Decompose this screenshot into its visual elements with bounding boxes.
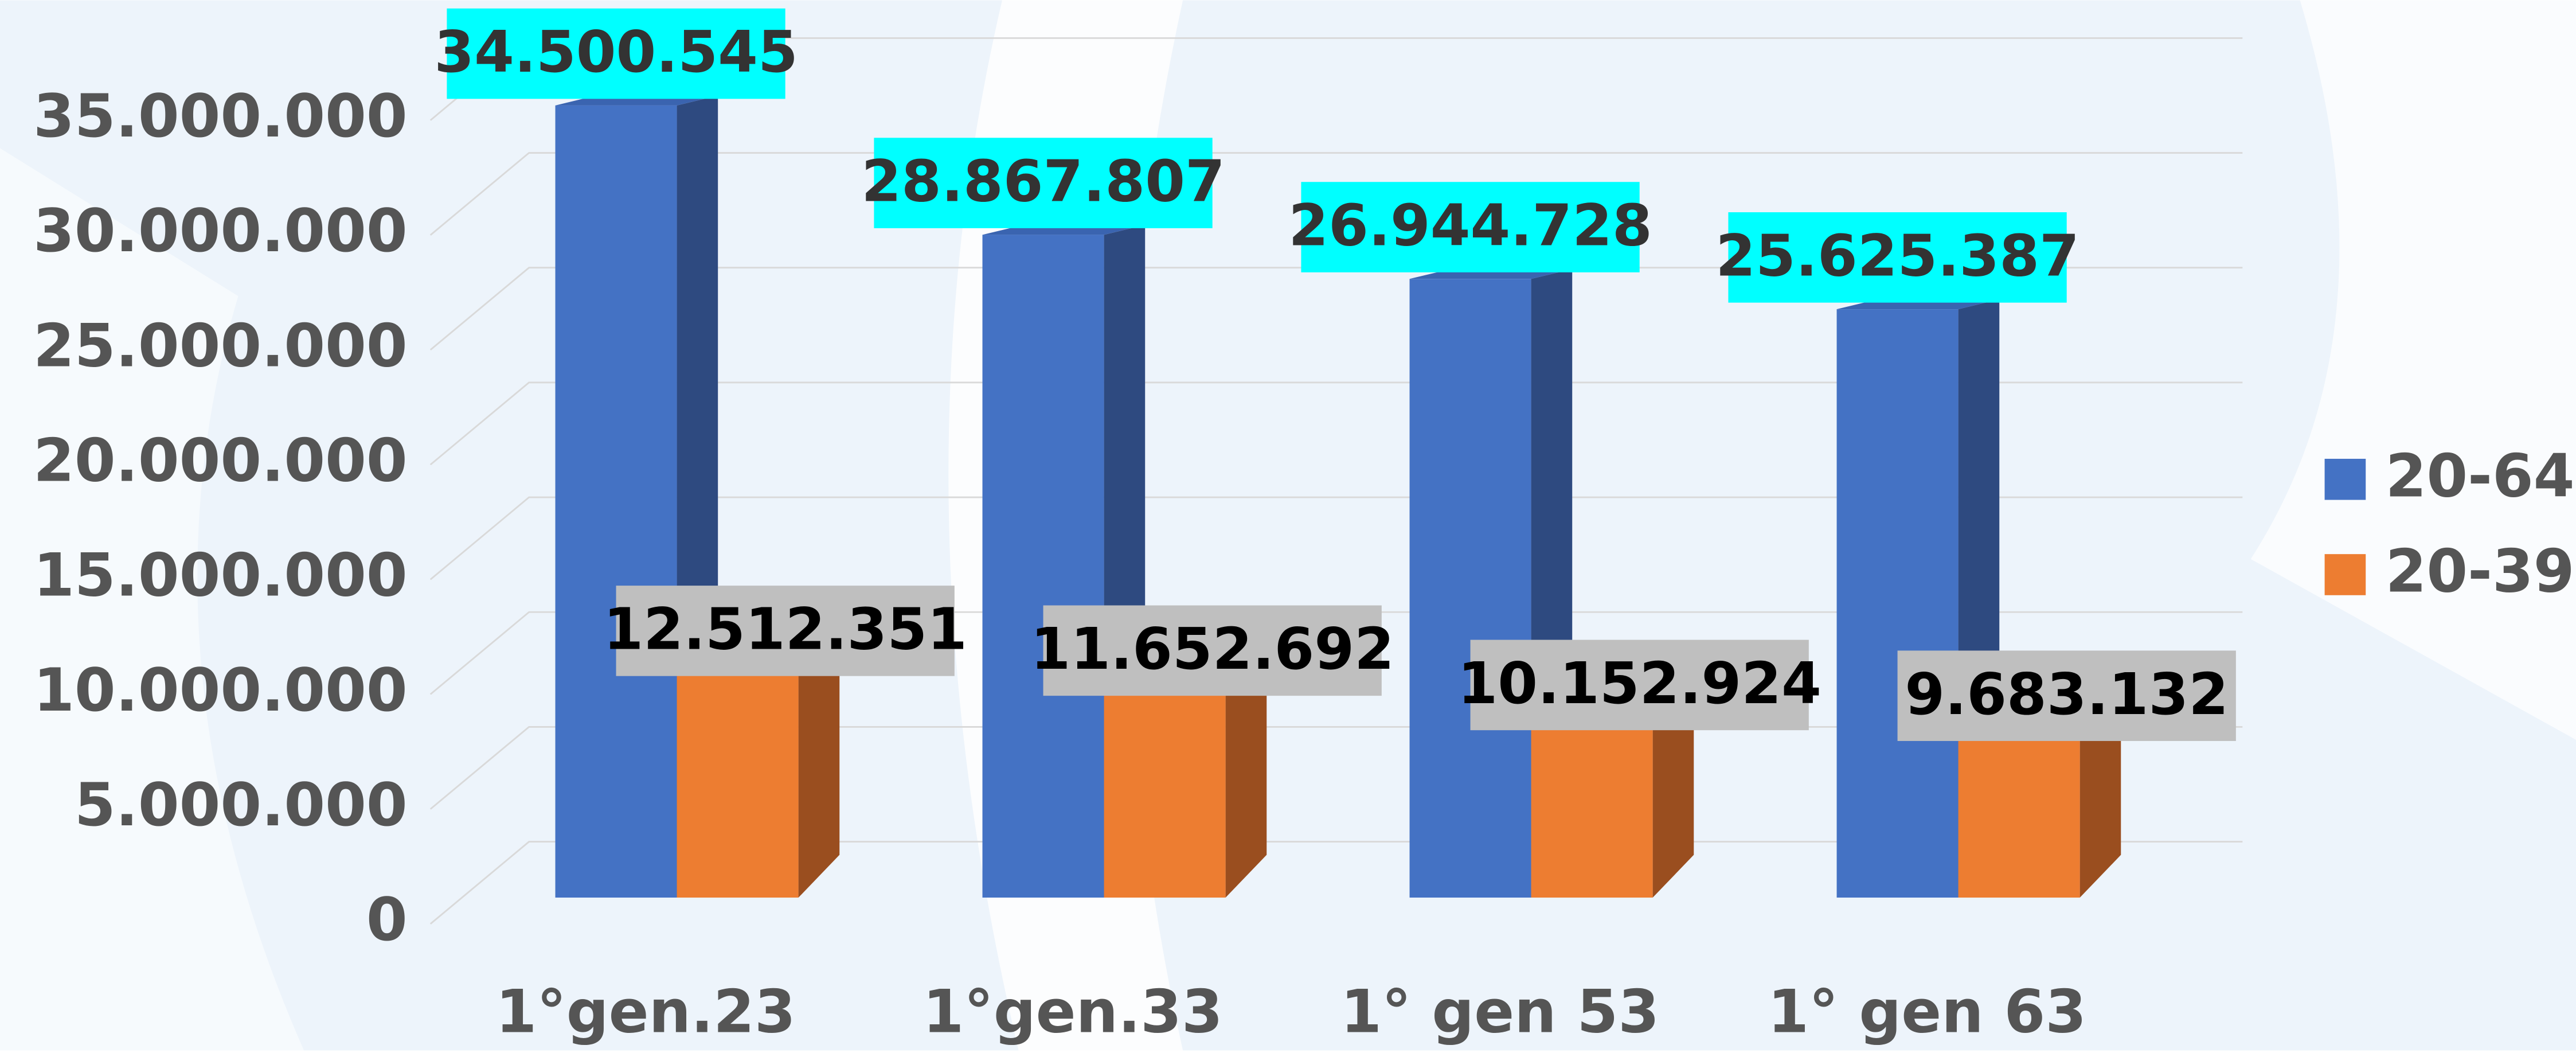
value-label: 25.625.387 bbox=[1715, 223, 2079, 290]
value-label: 10.152.924 bbox=[1457, 650, 1821, 717]
value-label-box bbox=[874, 138, 1213, 228]
legend-label: 20-39 bbox=[2386, 537, 2575, 606]
grid-line bbox=[429, 152, 2243, 236]
value-label: 34.500.545 bbox=[434, 18, 798, 85]
bar bbox=[982, 235, 1104, 898]
value-label: 28.867.807 bbox=[861, 148, 1225, 215]
y-tick-label: 15.000.000 bbox=[33, 541, 408, 610]
y-tick-label: 0 bbox=[366, 886, 408, 954]
y-tick-label: 30.000.000 bbox=[33, 197, 408, 266]
y-tick-label: 20.000.000 bbox=[33, 426, 408, 495]
x-tick-label: 1°gen.33 bbox=[922, 978, 1222, 1047]
value-label-box bbox=[447, 8, 785, 99]
value-label-box bbox=[616, 586, 955, 676]
y-tick-label: 35.000.000 bbox=[33, 82, 408, 151]
legend-label: 20-64 bbox=[2386, 442, 2575, 511]
value-label: 11.652.692 bbox=[1030, 615, 1394, 682]
decor-arc bbox=[0, 148, 304, 1051]
grid-line bbox=[429, 496, 2243, 580]
value-label: 26.944.728 bbox=[1288, 192, 1652, 259]
value-label-box bbox=[1470, 639, 1809, 731]
y-tick-label: 10.000.000 bbox=[33, 656, 408, 725]
value-label-box bbox=[1728, 212, 2067, 303]
x-tick-label: 1° gen 53 bbox=[1340, 978, 1659, 1047]
value-label: 12.512.351 bbox=[603, 596, 967, 663]
legend-swatch bbox=[2324, 554, 2366, 595]
grid-line bbox=[429, 267, 2243, 351]
grid-line bbox=[429, 381, 2243, 466]
x-tick-label: 1°gen.23 bbox=[495, 978, 795, 1047]
legend-swatch bbox=[2324, 458, 2366, 500]
grid bbox=[429, 37, 2243, 925]
value-label-box bbox=[1897, 650, 2236, 741]
value-label-box bbox=[1301, 182, 1640, 272]
y-tick-label: 25.000.000 bbox=[33, 311, 408, 380]
bar bbox=[1409, 279, 1531, 898]
bar bbox=[1836, 309, 1959, 898]
bar bbox=[555, 105, 677, 898]
value-label-box bbox=[1043, 605, 1382, 696]
x-tick-label: 1° gen 63 bbox=[1768, 978, 2086, 1047]
grid-line bbox=[429, 611, 2243, 695]
value-label: 9.683.132 bbox=[1905, 661, 2229, 728]
y-tick-label: 5.000.000 bbox=[75, 771, 408, 840]
